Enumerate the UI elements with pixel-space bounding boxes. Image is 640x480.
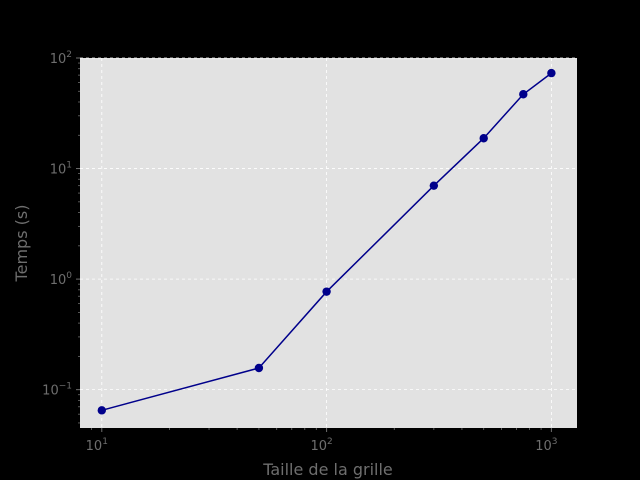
data-point [97, 406, 106, 415]
y-axis-label: Temps (s) [12, 205, 31, 283]
axis-ticks: 101 102 103 10−1 100 101 102 [42, 50, 557, 454]
plot-area [80, 58, 577, 428]
data-point [479, 134, 488, 143]
y-tick-label: 10−1 [42, 382, 72, 399]
data-point [519, 90, 528, 99]
y-tick-label: 102 [50, 50, 72, 67]
data-point [254, 363, 264, 373]
data-point [429, 181, 439, 190]
y-tick-label: 101 [50, 161, 72, 178]
grid-lines [80, 57, 577, 428]
x-tick-label: 103 [535, 437, 557, 454]
x-tick-label: 102 [310, 437, 332, 454]
data-point [322, 287, 331, 296]
data-series [97, 68, 556, 415]
x-tick-label: 101 [86, 437, 108, 454]
data-point [547, 68, 556, 78]
x-axis-label: Taille de la grille [262, 460, 393, 479]
y-tick-label: 100 [50, 271, 73, 288]
